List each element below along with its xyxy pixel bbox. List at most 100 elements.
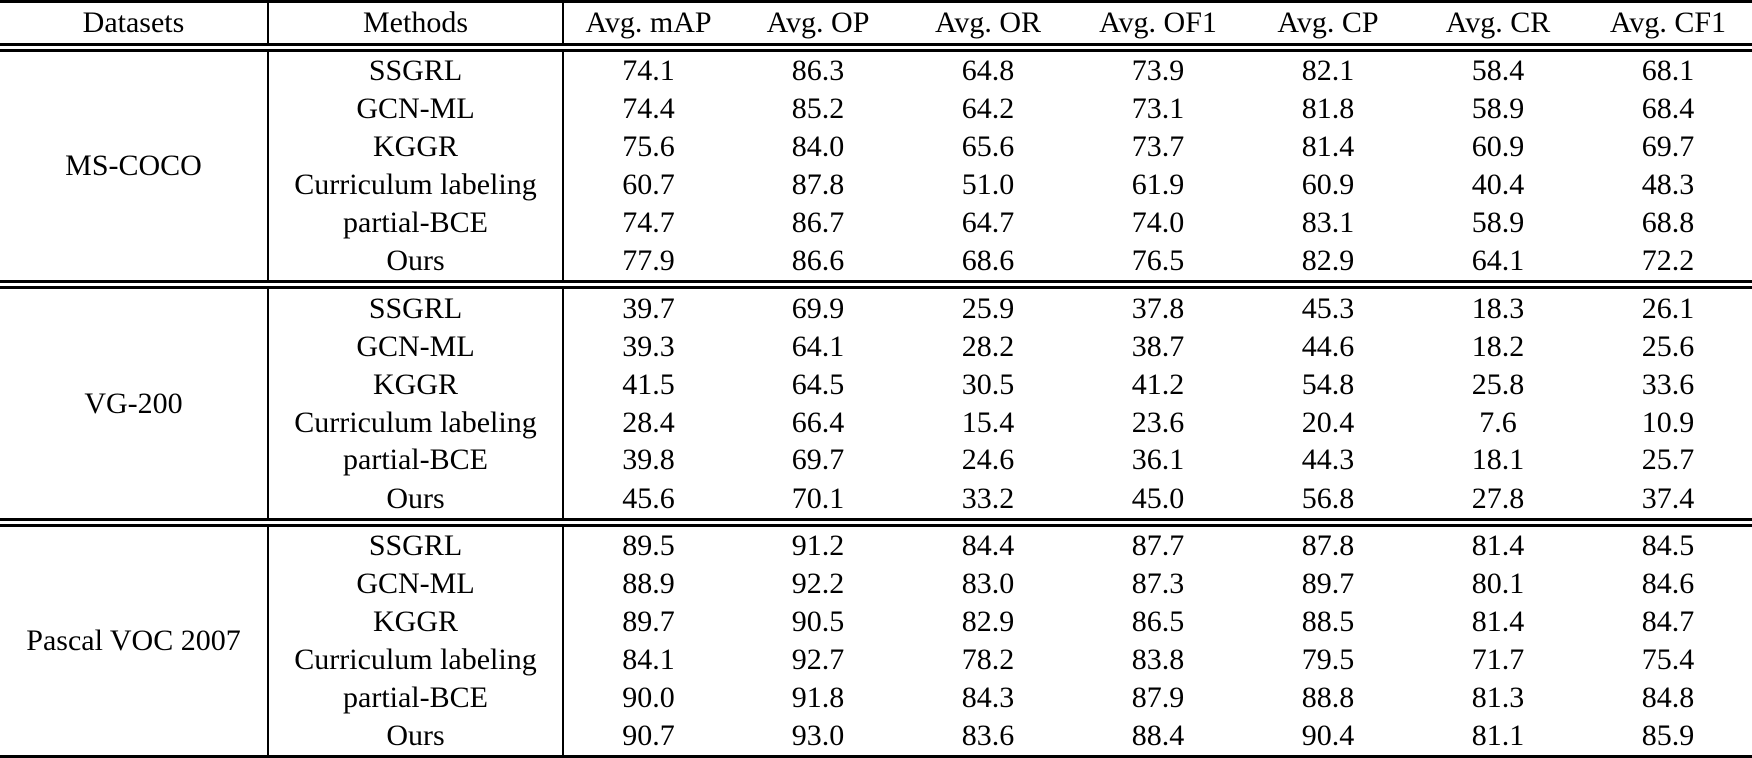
method-label: SSGRL: [268, 284, 564, 328]
metric-value: 61.9: [1131, 168, 1185, 202]
method-label: Ours: [268, 716, 564, 757]
metric-value: 91.2: [791, 529, 845, 563]
metric-value: 91.8: [791, 680, 845, 714]
method-label: Curriculum labeling: [268, 166, 564, 205]
metric-value: 90.5: [791, 605, 845, 639]
method-label: SSGRL: [268, 522, 564, 566]
metric-value: 68.4: [1641, 92, 1695, 126]
metric-value: 18.2: [1471, 329, 1525, 363]
metric-value: 58.9: [1471, 92, 1525, 126]
method-label: GCN-ML: [268, 327, 564, 366]
metric-value: 58.4: [1471, 54, 1525, 88]
metric-value: 58.9: [1471, 206, 1525, 240]
metric-value: 69.9: [791, 291, 845, 325]
metric-value: 93.0: [791, 718, 845, 752]
metric-value: 82.1: [1301, 54, 1355, 88]
metric-value: 18.3: [1471, 291, 1525, 325]
table-row: VG-200 SSGRL 39.7 69.9 25.9 37.8 45.3 18.3 26.1: [0, 284, 1752, 523]
metric-value: 64.8: [961, 54, 1015, 88]
table-row: partial-BCE 90.0 91.8 84.3 87.9 88.8 81.3 84.8: [0, 678, 1752, 717]
metric-value: 23.6: [1131, 405, 1185, 439]
metric-value: 60.9: [1301, 168, 1355, 202]
metric-value: 7.6: [1479, 405, 1517, 439]
metric-value: 15.4: [961, 405, 1015, 439]
metric-value: 45.3: [1301, 291, 1355, 325]
metric-value: 65.6: [961, 130, 1015, 164]
column-header-avg-map: Avg. mAP: [585, 6, 712, 39]
metric-value: 33.6: [1641, 367, 1695, 401]
metric-value: 71.7: [1471, 643, 1525, 677]
metric-value: 41.5: [622, 367, 675, 401]
metric-value: 39.7: [622, 291, 675, 325]
metric-value: 26.1: [1641, 291, 1695, 325]
method-label: GCN-ML: [268, 565, 564, 604]
table-row: Ours 90.7 93.0 83.6 88.4 90.4 81.1 85.9: [0, 716, 1752, 757]
table-row: KGGR 89.7 90.5 82.9 86.5 88.5 81.4 84.7: [0, 603, 1752, 642]
table-row: KGGR 75.6 84.0 65.6 73.7 81.4 60.9 69.7: [0, 128, 1752, 167]
metric-value: 64.7: [961, 206, 1015, 240]
metric-value: 74.4: [622, 92, 675, 126]
metric-value: 83.8: [1131, 643, 1185, 677]
metric-value: 37.8: [1131, 291, 1185, 325]
metric-value: 69.7: [1641, 130, 1695, 164]
metric-value: 87.3: [1131, 567, 1185, 601]
metric-value: 79.5: [1301, 643, 1355, 677]
method-label: Curriculum labeling: [268, 403, 564, 442]
metric-value: 88.8: [1301, 680, 1355, 714]
table-row: MS-COCO SSGRL 74.1 86.3 64.8 73.9 82.1 58.4 68.1: [0, 47, 1752, 285]
metric-value: 74.1: [622, 54, 675, 88]
method-label: partial-BCE: [268, 204, 564, 242]
metric-value: 85.2: [791, 92, 845, 126]
metric-value: 84.8: [1641, 680, 1695, 714]
metric-value: 27.8: [1471, 481, 1525, 515]
metric-value: 85.9: [1641, 718, 1695, 752]
metric-value: 54.8: [1301, 367, 1355, 401]
section-ms-coco: MS-COCO SSGRL 74.1 86.3 64.8 73.9 82.1 58.4 68.1…: [0, 47, 1752, 285]
metric-value: 88.4: [1131, 718, 1185, 752]
table-row: Ours 77.9 86.6 68.6 76.5 82.9 64.1 72.2: [0, 241, 1752, 285]
metric-value: 73.1: [1131, 92, 1185, 126]
method-label: Ours: [268, 479, 564, 523]
metric-value: 64.1: [1471, 244, 1525, 278]
column-header-methods: Methods: [268, 1, 564, 48]
metric-value: 82.9: [1301, 244, 1355, 278]
method-label: partial-BCE: [268, 441, 564, 480]
metric-value: 86.5: [1131, 605, 1185, 639]
metric-value: 68.6: [961, 244, 1015, 278]
method-label: KGGR: [268, 365, 564, 404]
metric-value: 68.8: [1641, 206, 1695, 240]
metric-value: 28.2: [961, 329, 1015, 363]
metric-value: 90.4: [1301, 718, 1355, 752]
metric-value: 84.6: [1641, 567, 1695, 601]
metric-value: 86.7: [791, 206, 845, 240]
metric-value: 92.2: [791, 567, 845, 601]
metric-value: 30.5: [961, 367, 1015, 401]
metric-value: 73.9: [1131, 54, 1185, 88]
metric-value: 87.8: [1301, 529, 1355, 563]
column-header-avg-or: Avg. OR: [934, 6, 1042, 39]
table-row: GCN-ML 88.9 92.2 83.0 87.3 89.7 80.1 84.6: [0, 565, 1752, 604]
metric-value: 88.5: [1301, 605, 1355, 639]
column-header-datasets: Datasets: [0, 1, 269, 48]
column-header-avg-op: Avg. OP: [766, 6, 870, 39]
metric-value: 89.5: [622, 529, 675, 563]
metric-value: 18.1: [1471, 443, 1525, 477]
metric-value: 81.4: [1471, 529, 1525, 563]
table-row: Ours 45.6 70.1 33.2 45.0 56.8 27.8 37.4: [0, 479, 1752, 523]
metric-value: 81.4: [1471, 605, 1525, 639]
metric-value: 86.6: [791, 244, 845, 278]
metric-value: 64.1: [791, 329, 845, 363]
section-pascal-voc-2007: Pascal VOC 2007 SSGRL 89.5 91.2 84.4 87.7 87.8…: [0, 522, 1752, 757]
metric-value: 74.0: [1131, 206, 1185, 240]
metric-value: 87.7: [1131, 529, 1185, 563]
metric-value: 84.1: [622, 643, 675, 677]
metric-value: 83.1: [1301, 206, 1355, 240]
metric-value: 51.0: [961, 168, 1015, 202]
metric-value: 39.3: [622, 329, 675, 363]
metric-value: 20.4: [1301, 405, 1355, 439]
table-row: GCN-ML 74.4 85.2 64.2 73.1 81.8 58.9 68.4: [0, 90, 1752, 129]
method-label: GCN-ML: [268, 90, 564, 129]
metric-value: 25.9: [961, 291, 1015, 325]
metric-value: 25.6: [1641, 329, 1695, 363]
metric-value: 68.1: [1641, 54, 1695, 88]
